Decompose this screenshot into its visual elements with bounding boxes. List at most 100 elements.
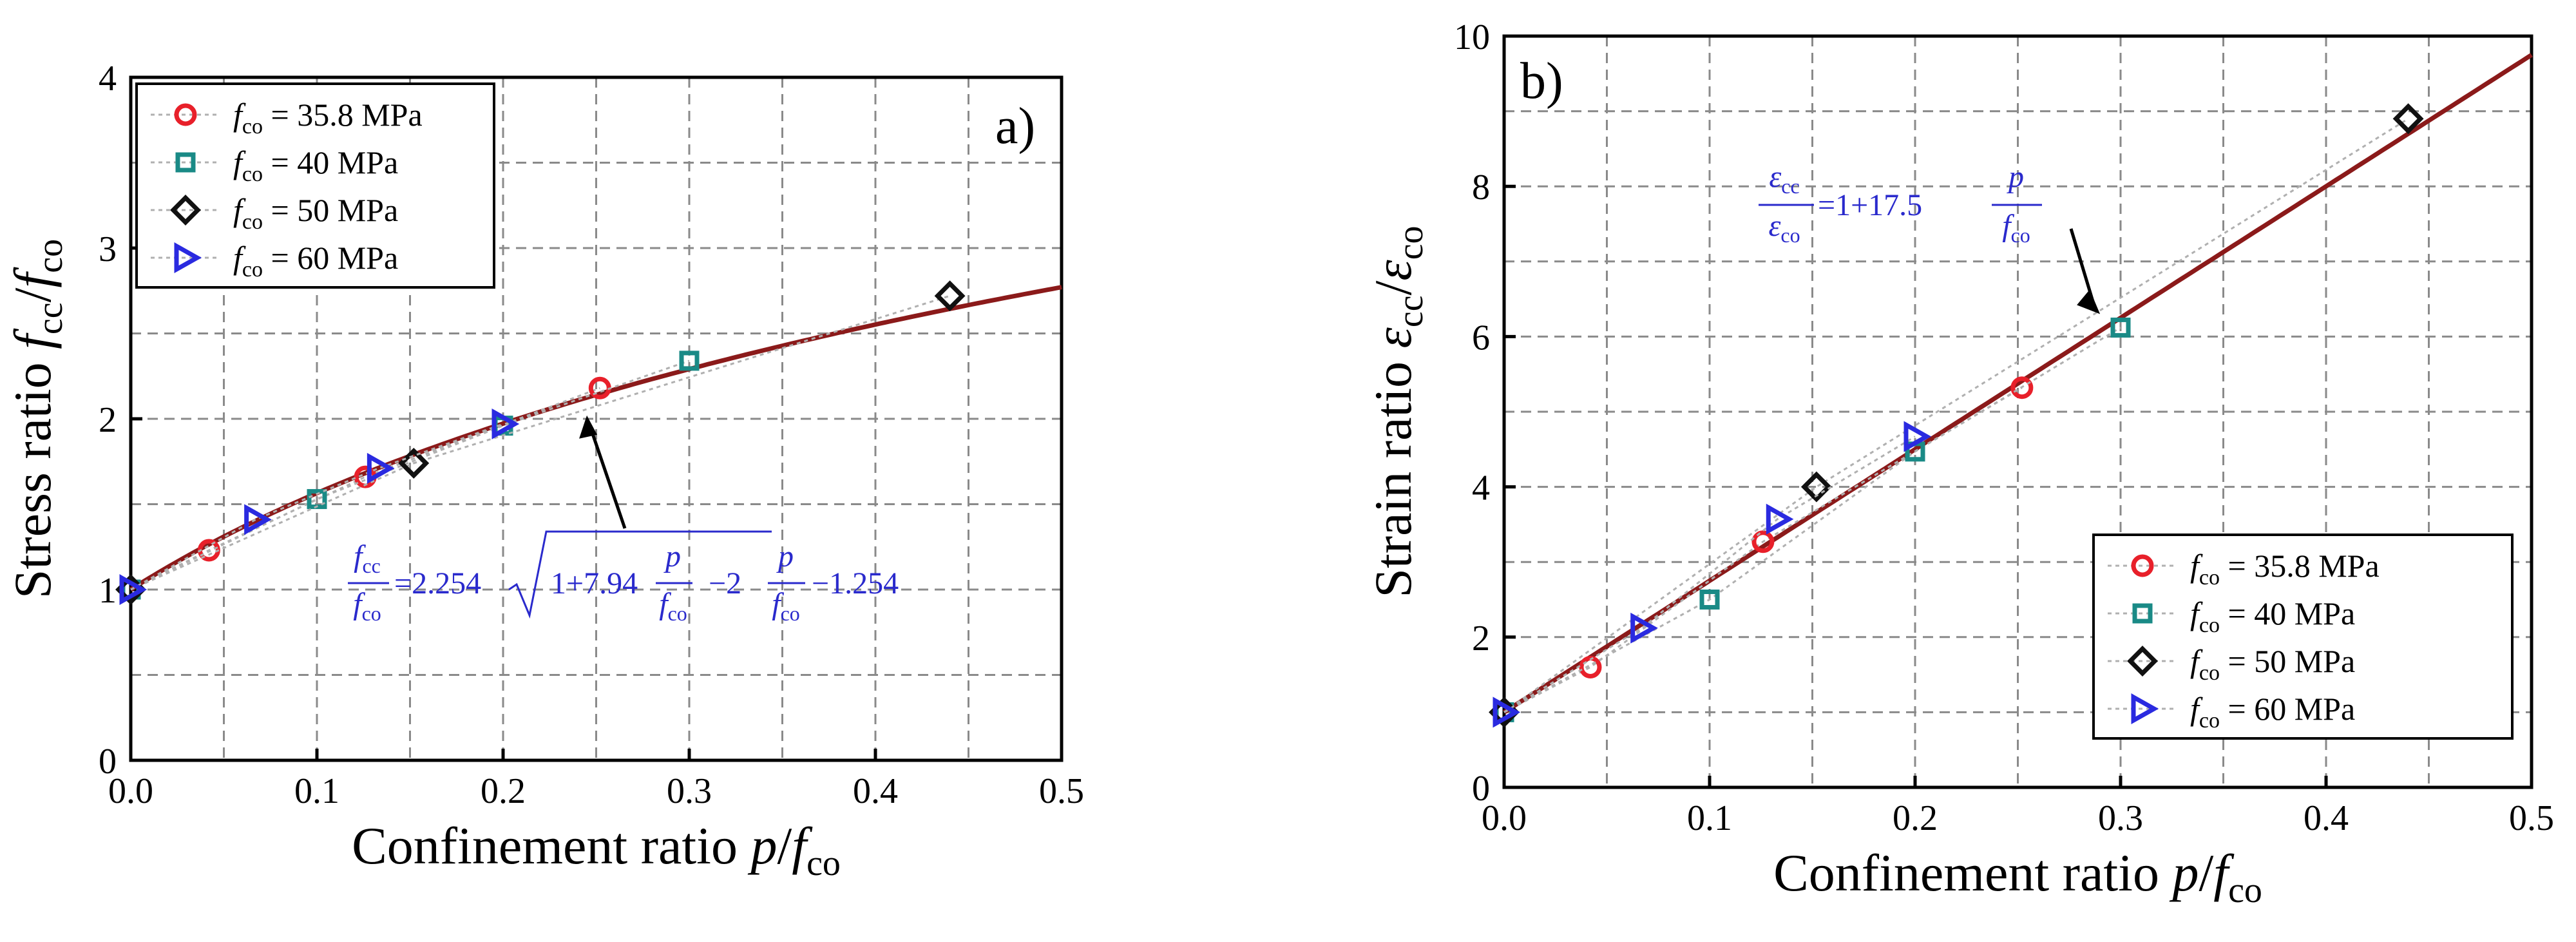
- legend-marker: [2127, 646, 2158, 677]
- legend-label-sub: co: [242, 115, 263, 139]
- y-axis-label-sub1: cc: [30, 302, 70, 334]
- data-point: [1493, 697, 1521, 728]
- x-tick-label: 0.2: [1893, 798, 1938, 838]
- eq-num-eps: ε: [1769, 160, 1781, 194]
- legend-label-sub: co: [2199, 709, 2220, 733]
- x-tick-label: 0.3: [667, 771, 712, 811]
- legend-label-rest: = 40 MPa: [2220, 595, 2355, 631]
- x-tick-label: 0.5: [1039, 771, 1084, 811]
- legend-label: fco = 60 MPa: [233, 240, 398, 282]
- legend-label-sub: co: [242, 258, 263, 282]
- y-axis-label-eps1: ε: [1364, 327, 1422, 348]
- data-point: [934, 280, 966, 312]
- eq-frac-sub: co: [2011, 224, 2030, 247]
- legend-label-sub: co: [2199, 661, 2220, 685]
- legend-marker: [2131, 554, 2154, 577]
- legend-marker: [174, 103, 197, 126]
- legend-label: fco = 40 MPa: [2190, 595, 2355, 637]
- eq-frac-den: fco: [2002, 209, 2030, 247]
- y-tick-label: 6: [1472, 318, 1490, 358]
- legend-label-sub: co: [242, 162, 263, 186]
- data-point: [1699, 590, 1720, 610]
- y-tick-label: 4: [1472, 468, 1490, 508]
- x-tick-label: 0.5: [2509, 798, 2554, 838]
- legend-label-sub: co: [2199, 613, 2220, 637]
- data-point: [1751, 530, 1775, 553]
- equation-annotation: fcc fco =2.254 1+7.94 p fco −2 p fco −1.254: [348, 415, 899, 625]
- y-axis-label: Strain ratio εcc/εco: [1364, 226, 1431, 597]
- data-point: [1800, 471, 1832, 503]
- eq-minus: −2: [709, 566, 741, 601]
- eq-frac2-p: p: [776, 539, 794, 573]
- x-axis-label-sub: co: [806, 843, 841, 883]
- eq-rhs: =1+17.5: [1818, 188, 1922, 222]
- legend-label-rest: = 60 MPa: [2220, 691, 2355, 727]
- panel-label: a): [995, 98, 1035, 155]
- eq-num-sub: cc: [1781, 175, 1799, 198]
- legend-label-sub: co: [242, 210, 263, 234]
- legend-label-rest: = 50 MPa: [2220, 643, 2355, 679]
- y-tick-label: 0: [1472, 769, 1490, 809]
- legend-marker: [2131, 693, 2159, 724]
- series-connector: [1503, 327, 2121, 713]
- series-4: [119, 408, 520, 605]
- eq-den-sub: co: [1780, 224, 1800, 247]
- eq-frac1-sub: co: [668, 602, 687, 625]
- eq-lhs-num: fcc: [354, 539, 381, 577]
- chart-b-strain-ratio: 0.0 0.1 0.2 0.3 0.4 0.5 0 2 4 6 8 10 Confinement rat…: [1364, 17, 2554, 910]
- eq-frac2-sub: co: [781, 602, 800, 625]
- x-axis-label-slash: /: [777, 816, 792, 875]
- y-axis-label-sub1: cc: [1391, 295, 1431, 327]
- legend-marker: [2132, 603, 2153, 624]
- x-tick-label: 0.3: [2098, 798, 2143, 838]
- x-tick-label: 0.0: [108, 771, 153, 811]
- fit-curve: [1503, 53, 2533, 715]
- x-tick-label: 0.1: [294, 771, 339, 811]
- eq-frac1-den: fco: [659, 587, 687, 625]
- x-axis-label: Confinement ratio p/fco: [352, 816, 841, 883]
- y-axis-label-text: Stress ratio: [3, 349, 62, 599]
- series-3: [115, 280, 966, 605]
- eq-arrow-head: [2077, 289, 2101, 314]
- legend-label: fco = 40 MPa: [233, 144, 398, 186]
- series-4: [1493, 421, 1932, 728]
- panel-label: b): [1520, 53, 1563, 110]
- eq-den: εco: [1768, 209, 1800, 247]
- eq-lhs-den: fco: [353, 587, 381, 625]
- data-point: [679, 351, 700, 371]
- series-connector: [130, 360, 690, 591]
- legend-marker: [174, 242, 202, 273]
- legend-label: fco = 50 MPa: [233, 192, 398, 234]
- y-tick-label: 10: [1454, 17, 1490, 57]
- chart-a-stress-ratio: 0.0 0.1 0.2 0.3 0.4 0.5 0 1 2 3 4 Confinement ratio…: [3, 59, 1084, 883]
- x-axis-label-slash: /: [2199, 843, 2213, 902]
- series-connector: [130, 294, 951, 591]
- eq-arrow-head: [579, 415, 598, 439]
- eq-arrow-line: [589, 427, 627, 529]
- y-axis-label-slash: /: [3, 287, 62, 302]
- eq-num: εcc: [1769, 160, 1799, 198]
- y-tick-label: 2: [99, 400, 117, 440]
- series-connector: [130, 423, 504, 591]
- y-tick-label: 3: [99, 229, 117, 269]
- eq-lhs-num-sub: cc: [362, 554, 380, 577]
- data-point: [2392, 103, 2424, 135]
- x-tick-label: 0.1: [1687, 798, 1732, 838]
- y-tick-label: 8: [1472, 168, 1490, 207]
- series-connector: [1503, 436, 1916, 713]
- data-point: [491, 408, 520, 439]
- data-point: [1630, 612, 1658, 644]
- y-tick-label: 4: [99, 59, 117, 99]
- y-tick-label: 1: [99, 571, 117, 611]
- x-axis-label-text: Confinement ratio: [1773, 843, 2172, 902]
- legend-box: [2092, 533, 2514, 740]
- eq-lhs-den-sub: co: [362, 602, 381, 625]
- eq-tail: −1.254: [812, 566, 899, 601]
- x-axis-label-text: Confinement ratio: [352, 816, 750, 875]
- x-tick-label: 0.4: [853, 771, 898, 811]
- y-axis-label-sub2: co: [1391, 226, 1431, 260]
